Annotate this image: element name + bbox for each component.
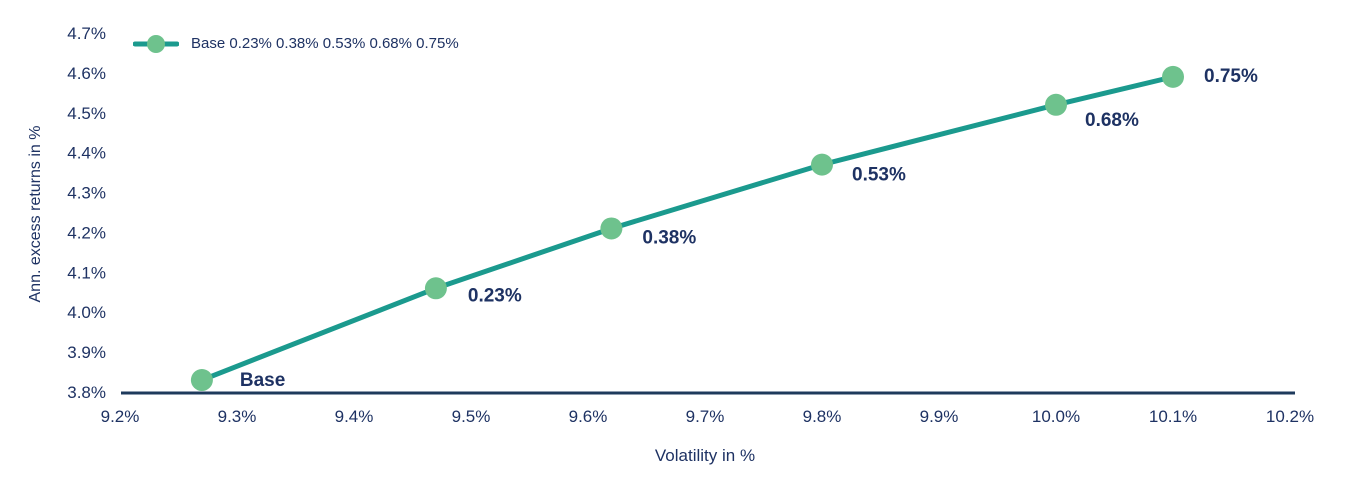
y-tick-label: 4.5% [67,104,106,123]
x-tick-label: 9.7% [686,407,725,426]
x-tick-label: 9.4% [335,407,374,426]
legend: Base 0.23% 0.38% 0.53% 0.68% 0.75% [133,33,459,55]
data-point [1162,65,1184,88]
x-tick-label: 10.0% [1032,407,1080,426]
y-tick-label: 4.6% [67,64,106,83]
x-tick-label: 9.2% [101,407,140,426]
y-tick-label: 4.7% [67,24,106,43]
y-tick-label: 4.2% [67,223,106,242]
y-tick-label: 4.4% [67,144,106,163]
y-tick-label: 3.8% [67,383,106,402]
y-tick-label: 3.9% [67,343,106,362]
x-tick-label: 9.9% [920,407,959,426]
y-tick-label: 4.1% [67,263,106,282]
x-tick-label: 10.1% [1149,407,1197,426]
data-point [190,369,213,392]
data-point-label: Base [240,370,285,391]
x-tick-label: 9.6% [569,407,608,426]
data-point-label: 0.53% [852,165,906,186]
data-point-label: 0.75% [1204,66,1258,87]
legend-label: Base 0.23% 0.38% 0.53% 0.68% 0.75% [191,35,459,52]
data-point [600,217,623,240]
x-tick-label: 9.3% [218,407,257,426]
series-line [199,74,1176,383]
x-tick-label: 9.8% [803,407,842,426]
x-tick-label: 9.5% [452,407,491,426]
data-point-label: 0.68% [1085,110,1139,131]
x-axis-title: Volatility in % [654,446,756,465]
x-tick-label: 10.2% [1266,407,1314,426]
data-point-label: 0.23% [468,285,522,306]
data-point [424,277,447,300]
data-point [1045,93,1067,116]
data-point [811,153,833,176]
data-point-label: 0.38% [642,227,696,248]
legend-line-marker-icon [133,35,179,53]
y-tick-label: 4.0% [67,303,106,322]
y-tick-label: 4.3% [67,184,106,203]
